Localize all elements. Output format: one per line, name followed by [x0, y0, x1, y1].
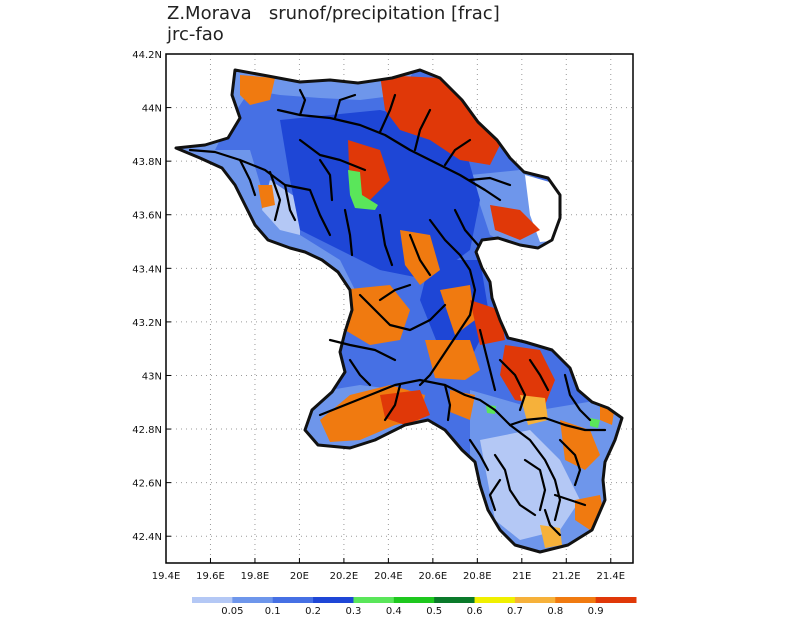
y-tick-label: 44N	[142, 104, 162, 115]
colorbar-label: 0.2	[305, 606, 321, 617]
colorbar-label: 0.7	[507, 606, 523, 617]
colorbar-label: 0.3	[346, 606, 362, 617]
y-tick-label: 43.8N	[132, 157, 162, 168]
colorbar-swatch	[595, 597, 637, 603]
colorbar-swatch	[353, 597, 395, 603]
x-tick-label: 19.8E	[241, 571, 270, 582]
y-tick-label: 43.2N	[132, 318, 162, 329]
colorbar-label: 0.8	[547, 606, 563, 617]
colorbar: 0.05 0.1 0.2 0.3 0.4 0.5 0.6 0.7 0.8 0.9	[192, 597, 637, 617]
y-tick-label: 44.2N	[132, 50, 162, 61]
river-network	[188, 88, 607, 537]
x-tick-label: 20.2E	[330, 571, 359, 582]
colorbar-swatch	[474, 597, 516, 603]
colorbar-swatch	[434, 597, 476, 603]
basin-border	[174, 68, 624, 554]
colorbar-label: 0.9	[588, 606, 604, 617]
y-tick-label: 42.4N	[132, 532, 162, 543]
x-tick-label: 20.8E	[463, 571, 492, 582]
y-axis-ticks: 44.2N 44N 43.8N 43.6N 43.4N 43.2N 43N 42.8N 42.6…	[132, 50, 171, 543]
colorbar-swatch	[393, 597, 435, 603]
colorbar-label: 0.6	[467, 606, 483, 617]
colorbar-label: 0.4	[386, 606, 402, 617]
colorbar-swatch	[555, 597, 597, 603]
colorbar-swatch	[313, 597, 354, 603]
y-tick-label: 43.4N	[132, 264, 162, 275]
x-tick-label: 21E	[512, 571, 531, 582]
x-tick-label: 20.6E	[419, 571, 448, 582]
map-title: Z.Morava srunof/precipitation [frac]	[167, 3, 500, 24]
basin-raster	[176, 70, 622, 552]
x-tick-label: 21.4E	[596, 571, 625, 582]
x-tick-label: 19.4E	[152, 571, 181, 582]
x-tick-label: 20.4E	[374, 571, 403, 582]
colorbar-swatch	[514, 597, 556, 603]
y-tick-label: 43N	[142, 371, 162, 382]
y-tick-label: 42.8N	[132, 425, 162, 436]
colorbar-label: 0.5	[426, 606, 442, 617]
colorbar-swatch	[192, 597, 233, 603]
x-tick-label: 20E	[290, 571, 309, 582]
y-tick-label: 42.6N	[132, 479, 162, 490]
colorbar-swatch	[272, 597, 314, 603]
colorbar-label: 0.1	[265, 606, 281, 617]
colorbar-label: 0.05	[221, 606, 243, 617]
x-axis-ticks: 19.4E 19.6E 19.8E 20E 20.2E 20.4E 20.6E 20.8E 21…	[152, 558, 625, 582]
y-tick-label: 43.6N	[132, 211, 162, 222]
colorbar-swatch	[232, 597, 274, 603]
map-subtitle: jrc-fao	[167, 24, 224, 45]
x-tick-label: 19.6E	[196, 571, 225, 582]
plot-frame	[165, 53, 634, 564]
x-tick-label: 21.2E	[552, 571, 581, 582]
